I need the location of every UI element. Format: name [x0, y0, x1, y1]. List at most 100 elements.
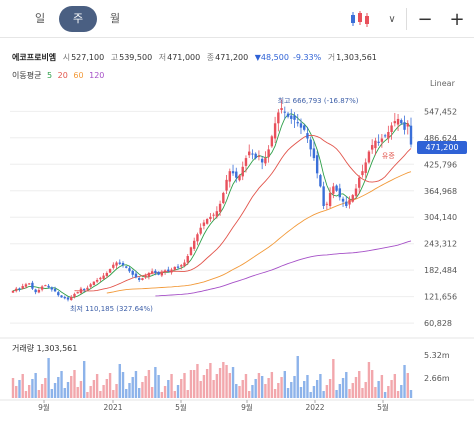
candle-body: [147, 272, 151, 277]
open-label: 시: [62, 53, 71, 62]
volume-bar: [383, 392, 387, 398]
candle-body: [280, 108, 283, 111]
volume-bar: [312, 386, 316, 398]
candle-body: [108, 269, 112, 273]
candle-body: [183, 262, 186, 267]
volume-bar: [409, 390, 413, 398]
volume-bar: [215, 374, 219, 398]
candle-body: [248, 151, 251, 156]
volume-bar: [128, 383, 131, 398]
candle-body: [27, 283, 31, 285]
zoom-out-button[interactable]: −: [417, 8, 433, 30]
candle-body: [137, 278, 141, 280]
volume-bar: [92, 380, 96, 398]
volume-bar: [196, 364, 199, 398]
zoom-in-button[interactable]: +: [449, 8, 465, 30]
candle-body: [403, 122, 406, 130]
volume-bar: [238, 386, 241, 398]
volume-bar: [70, 376, 73, 398]
volume-bar: [248, 391, 251, 398]
candle-body: [118, 262, 121, 264]
candle-body: [215, 211, 219, 217]
candle-body: [380, 138, 384, 142]
volume-bar: [82, 361, 86, 398]
low-annotation: 최저 110,185 (327.64%): [70, 304, 153, 313]
candle-body: [361, 171, 364, 176]
volume-bar: [160, 392, 164, 398]
period-toolbar: 일 주 월 ∨ − +: [0, 0, 474, 38]
volume-bar: [325, 385, 329, 398]
ma-60-label: 60: [73, 71, 84, 80]
volume-bar: [118, 364, 121, 398]
candle-body: [60, 295, 63, 298]
ma-label: 이동평균: [12, 71, 42, 80]
candle-body: [11, 290, 15, 293]
candle-body: [393, 121, 397, 124]
volume-bar: [364, 382, 367, 398]
candle-body: [377, 141, 380, 143]
volume-bar: [154, 367, 157, 398]
price-summary: 에코프로비엠 시527,100 고539,500 저471,000 종471,2…: [12, 52, 381, 63]
high-label: 고: [110, 53, 119, 62]
candle-body: [390, 125, 393, 132]
volume-bar: [202, 375, 206, 398]
volume-bar: [157, 375, 160, 398]
candle-body: [338, 188, 342, 198]
volume-bar: [273, 389, 277, 398]
volume-bar: [180, 379, 183, 398]
scale-type-label[interactable]: Linear: [430, 79, 455, 88]
volume-bar: [27, 385, 31, 398]
volume-bar: [303, 381, 306, 398]
candle-body: [167, 269, 170, 272]
volume-bar: [186, 390, 189, 398]
candle-body: [387, 131, 390, 139]
candle-body: [354, 188, 358, 196]
candle-body: [99, 277, 102, 280]
ma-5-line: [12, 113, 412, 298]
change-percent: -9.33%: [292, 53, 322, 62]
tab-monthly[interactable]: 월: [109, 12, 121, 25]
low-value: 471,000: [167, 53, 201, 62]
volume-bar: [89, 386, 92, 398]
candle-body: [260, 158, 264, 163]
tab-weekly[interactable]: 주: [59, 6, 97, 32]
volume-bar: [406, 373, 409, 398]
ma-20-line: [74, 134, 412, 292]
chart-type-button[interactable]: [340, 0, 380, 38]
candle-body: [315, 155, 319, 174]
volume-bar: [212, 380, 215, 398]
candle-body: [121, 262, 125, 266]
volume-bar: [173, 391, 176, 398]
ma-120-label: 120: [89, 71, 105, 80]
candle-body: [277, 112, 280, 124]
candle-body: [358, 177, 361, 188]
close-value: 471,200: [215, 53, 249, 62]
volume-bar: [222, 362, 225, 398]
candle-body: [115, 262, 118, 266]
volume-bar: [47, 358, 50, 398]
chart-type-dropdown[interactable]: ∨: [380, 0, 404, 38]
candle-body: [209, 216, 212, 220]
volume-bar: [257, 373, 261, 398]
volume-bar: [108, 373, 112, 398]
candle-body: [348, 199, 351, 205]
volume-bar: [63, 388, 66, 398]
moving-average-legend[interactable]: 이동평균 5 20 60 120: [12, 70, 107, 81]
candle-body: [251, 153, 254, 155]
volume-bar: [21, 374, 24, 398]
volume-bar: [393, 374, 397, 398]
open-value: 527,100: [71, 53, 105, 62]
volume-bar: [50, 389, 54, 398]
volume-bar: [396, 391, 400, 398]
tab-daily[interactable]: 일: [34, 12, 46, 25]
candle-body: [218, 203, 222, 212]
candle-body: [95, 279, 99, 282]
volume-bar: [60, 371, 63, 398]
volume-bar: [144, 376, 147, 398]
candle-body: [296, 122, 299, 124]
volume-bar: [296, 356, 299, 398]
volume-bar: [37, 390, 41, 398]
volume-bar: [235, 384, 238, 398]
volume-bar: [102, 385, 105, 398]
